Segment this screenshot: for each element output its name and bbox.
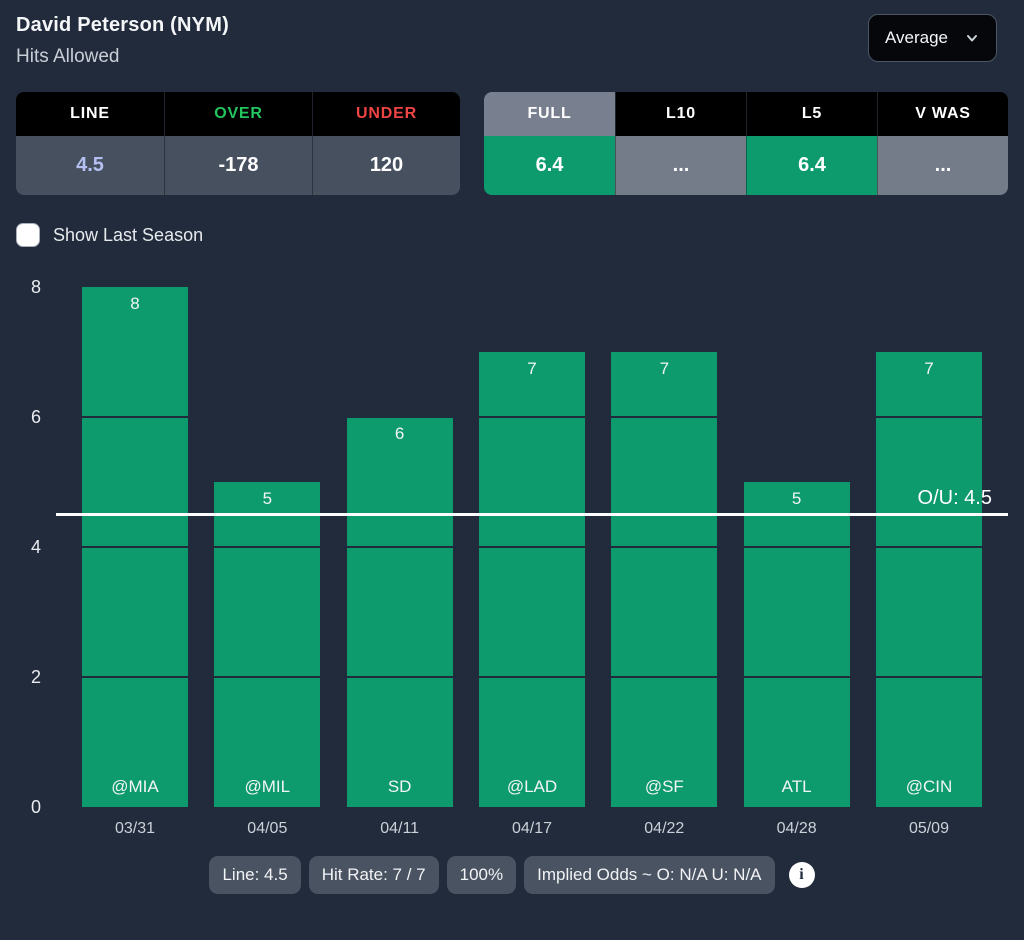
hits-allowed-chart: 0 2 4 6 8 8 @MIA 5 @MIL 6 SD 7 @LAD 7 @SF 5 ATL 7 @CIN O/… [16,277,1008,817]
odds-value-line: 4.5 [16,136,164,195]
odds-header-row: LINE OVER UNDER [16,92,460,136]
bar[interactable]: 5 @MIL [214,482,321,807]
splits-value-row: 6.4... 6.4... [484,136,1008,195]
over-under-line-label: O/U: 4.5 [917,486,992,509]
player-title: David Peterson (NYM) [16,14,229,36]
odds-value-over: -178 [164,136,312,195]
dropdown-selected-label: Average [884,28,948,47]
bar-value-label: 5 [262,489,273,508]
bar-value-label: 5 [791,489,802,508]
x-tick-label: 04/28 [776,820,817,837]
badge-line: Line: 4.5 [209,856,301,894]
x-axis: 03/31 04/05 04/11 04/17 04/22 04/28 05/09 [56,820,1008,838]
bar-opponent-label: @MIL [244,777,291,796]
bar-value-label: 7 [527,359,537,378]
gridline [56,416,1008,418]
odds-table: LINE OVER UNDER 4.5 -178 120 [16,92,460,195]
bar-value-label: 6 [394,424,405,443]
odds-header-over: OVER [164,92,312,136]
x-tick-label: 05/09 [908,820,949,837]
split-value-l5: 6.4 [746,136,877,195]
gridline [56,546,1008,548]
bar[interactable]: 6 SD [346,417,453,807]
odds-value-under: 120 [312,136,460,195]
bar[interactable]: 7 @LAD [478,352,585,807]
odds-header-under: UNDER [312,92,460,136]
bar-column: 5 @MIL [214,287,321,807]
bar-opponent-label: @LAD [506,777,558,796]
y-tick-label: 8 [30,277,41,297]
bar-columns: 8 @MIA 5 @MIL 6 SD 7 @LAD 7 @SF 5 ATL 7 @CIN [56,287,1008,807]
y-tick-label: 0 [30,797,41,817]
splits-table: FULL L10 L5 V WAS 6.4... 6.4... [484,92,1008,195]
bar-column: 7 @SF [611,287,718,807]
stat-subtitle: Hits Allowed [16,46,120,67]
bar[interactable]: 7 @SF [611,352,718,807]
x-tick-label: 04/11 [380,820,420,837]
average-dropdown[interactable]: Average [867,14,997,62]
bar-column: 6 SD [346,287,453,807]
header-titles: David Peterson (NYM) Hits Allowed [16,14,229,68]
tab-full[interactable]: FULL [484,92,615,136]
x-tick-label: 03/31 [114,820,156,837]
x-tick-label: 04/22 [644,820,685,837]
bar[interactable]: 5 ATL [743,482,850,807]
tab-v-was[interactable]: V WAS [877,92,1008,136]
split-value-l10: ... [615,136,746,195]
y-axis: 0 2 4 6 8 [16,277,56,817]
bar-value-label: 7 [924,359,934,378]
header: David Peterson (NYM) Hits Allowed Averag… [16,14,1008,68]
splits-tab-row: FULL L10 L5 V WAS [484,92,1008,136]
tab-l5[interactable]: L5 [746,92,877,136]
bar-value-label: 7 [659,359,670,378]
gridline [56,676,1008,678]
y-tick-label: 6 [30,407,41,427]
over-under-line [56,512,1008,516]
show-last-season-label: Show Last Season [53,224,204,245]
x-tick-label: 04/05 [247,820,288,837]
show-last-season-row: Show Last Season [16,223,1008,247]
badge-hit-pct: 100% [446,856,517,894]
bar-opponent-label: @SF [644,777,684,796]
badge-implied-odds: Implied Odds ~ O: N/A U: N/A [524,856,775,894]
show-last-season-checkbox[interactable] [16,223,40,247]
bar-opponent-label: ATL [781,777,812,796]
badge-hit-rate: Hit Rate: 7 / 7 [308,856,439,894]
odds-header-line: LINE [16,92,164,136]
bar-opponent-label: SD [387,777,412,796]
bar-value-label: 8 [130,294,140,313]
plot-area: 8 @MIA 5 @MIL 6 SD 7 @LAD 7 @SF 5 ATL 7 @CIN O/U: 4.5 [56,287,1008,807]
bar[interactable]: 7 @CIN [875,352,982,807]
chevron-down-icon [967,35,977,42]
info-icon[interactable]: i [788,862,815,888]
tab-l10[interactable]: L10 [615,92,746,136]
split-value-full: 6.4 [484,136,615,195]
footer-badges: Line: 4.5 Hit Rate: 7 / 7 100% Implied Odds… [16,856,1008,894]
bar-opponent-label: @MIA [111,777,159,796]
stat-tables: LINE OVER UNDER 4.5 -178 120 FULL L10 L5 V WAS … [16,92,1008,195]
split-value-v-was: ... [877,136,1008,195]
x-tick-label: 04/17 [511,820,552,837]
y-tick-label: 4 [30,537,41,557]
bar-opponent-label: @CIN [905,777,953,796]
bar-column: 7 @LAD [478,287,585,807]
y-tick-label: 2 [30,667,41,687]
bar-column: 5 ATL [743,287,850,807]
odds-value-row: 4.5 -178 120 [16,136,460,195]
bar-column: 7 @CIN [875,287,982,807]
